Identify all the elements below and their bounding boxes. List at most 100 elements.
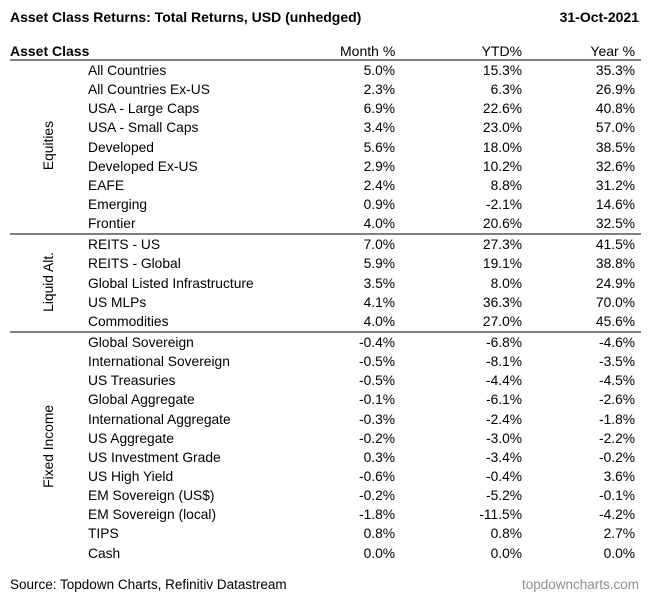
- year-value: -0.1%: [598, 488, 636, 504]
- month-value: 4.0%: [363, 216, 396, 232]
- month-value: 5.0%: [363, 63, 396, 79]
- ytd-value: -2.1%: [485, 197, 523, 213]
- table-row: All Countries Ex-US 2.3% 6.3% 26.9%: [10, 80, 641, 99]
- month-value: -0.2%: [358, 488, 396, 504]
- table-row: EAFE 2.4% 8.8% 31.2%: [10, 176, 641, 195]
- year-value: -2.6%: [598, 392, 636, 408]
- table-row: Equities All Countries 5.0% 15.3% 35.3%: [10, 60, 641, 170]
- ytd-value: 20.6%: [482, 216, 523, 232]
- month-value: 5.9%: [363, 256, 396, 272]
- asset-name: US High Yield: [88, 469, 174, 485]
- column-header-month: Month %: [340, 38, 402, 61]
- ytd-value: 0.0%: [490, 545, 523, 561]
- month-value: 4.1%: [363, 294, 396, 310]
- title-bar: Asset Class Returns: Total Returns, USD …: [10, 6, 653, 25]
- year-value: 38.5%: [595, 139, 636, 155]
- ytd-value: -4.4%: [485, 373, 523, 389]
- month-value: 2.9%: [363, 158, 396, 174]
- month-value: 7.0%: [340, 233, 402, 255]
- ytd-value: -5.2%: [485, 488, 523, 504]
- asset-name: Global Listed Infrastructure: [88, 275, 254, 291]
- month-value: 5.6%: [363, 139, 396, 155]
- year-value: 38.8%: [595, 256, 636, 272]
- asset-name: Cash: [88, 545, 121, 561]
- month-value: 3.4%: [363, 120, 396, 136]
- page-title: Asset Class Returns: Total Returns, USD …: [10, 9, 362, 25]
- asset-name: US Aggregate: [88, 430, 174, 446]
- source-text: Source: Topdown Charts, Refinitiv Datast…: [10, 576, 287, 592]
- year-value: -4.6%: [528, 330, 642, 353]
- table-row: US Aggregate -0.2% -3.0% -2.2%: [10, 429, 641, 448]
- year-value: 41.5%: [528, 233, 642, 255]
- ytd-value: -11.5%: [479, 507, 523, 523]
- table-row: TIPS 0.8% 0.8% 2.7%: [10, 524, 641, 543]
- year-value: -2.2%: [598, 430, 636, 446]
- table-row: Global Listed Infrastructure 3.5% 8.0% 2…: [10, 274, 641, 293]
- month-value: 2.4%: [363, 177, 396, 193]
- month-value: 0.3%: [363, 449, 396, 465]
- month-value: 2.3%: [363, 82, 396, 98]
- ytd-value: -0.4%: [485, 469, 523, 485]
- table-row: EM Sovereign (US$) -0.2% -5.2% -0.1%: [10, 486, 641, 505]
- asset-name: REITS - Global: [88, 256, 181, 272]
- ytd-value: -3.0%: [485, 430, 523, 446]
- year-value: 14.6%: [595, 197, 636, 213]
- year-value: 57.0%: [595, 120, 636, 136]
- month-value: -0.3%: [358, 411, 396, 427]
- returns-table: Asset Class Month % YTD% Year % Equities…: [10, 38, 642, 563]
- month-value: -0.6%: [358, 469, 396, 485]
- ytd-value: 22.6%: [482, 101, 523, 117]
- month-value: 6.9%: [363, 101, 396, 117]
- ytd-value: 27.0%: [482, 313, 523, 329]
- ytd-value: 8.8%: [490, 177, 523, 193]
- asset-name: International Aggregate: [88, 411, 231, 427]
- year-value: 0.0%: [603, 545, 636, 561]
- ytd-value: 10.2%: [482, 158, 523, 174]
- year-value: 32.5%: [595, 216, 636, 232]
- month-value: -0.2%: [358, 430, 396, 446]
- table-row: Developed 5.6% 18.0% 38.5%: [10, 138, 641, 157]
- month-value: 4.0%: [363, 313, 396, 329]
- year-value: -0.2%: [598, 449, 636, 465]
- ytd-value: 15.3%: [482, 63, 523, 79]
- year-value: 31.2%: [595, 177, 636, 193]
- footer: Source: Topdown Charts, Refinitiv Datast…: [10, 577, 653, 592]
- year-value: 26.9%: [595, 82, 636, 98]
- year-value: 35.3%: [595, 63, 636, 79]
- asset-name: US MLPs: [88, 294, 147, 310]
- table-row: International Aggregate -0.3% -2.4% -1.8…: [10, 410, 641, 429]
- table-row: USA - Large Caps 6.9% 22.6% 40.8%: [10, 99, 641, 118]
- ytd-value: -6.8%: [401, 330, 529, 353]
- asset-name: Developed Ex-US: [88, 158, 198, 174]
- year-value: 3.6%: [603, 469, 636, 485]
- asset-name: US Investment Grade: [88, 449, 221, 465]
- website-text: topdowncharts.com: [521, 576, 639, 592]
- table-row: Emerging 0.9% -2.1% 14.6%: [10, 195, 641, 214]
- group-cell-equities: Equities: [10, 60, 88, 234]
- header-row: Asset Class Month % YTD% Year %: [10, 38, 642, 61]
- table-row: Developed Ex-US 2.9% 10.2% 32.6%: [10, 157, 641, 176]
- year-value: 45.6%: [595, 313, 636, 329]
- group-cell-fixed-income: Fixed Income: [10, 330, 88, 563]
- group-label-equities: Equities: [41, 121, 57, 171]
- asset-name: TIPS: [88, 526, 119, 542]
- table-row: Commodities 4.0% 27.0% 45.6%: [10, 312, 641, 332]
- year-value: 2.7%: [603, 526, 636, 542]
- asset-name: Emerging: [88, 197, 148, 213]
- asset-name: All Countries Ex-US: [88, 82, 210, 98]
- asset-name: EAFE: [88, 177, 125, 193]
- table-body: Equities All Countries 5.0% 15.3% 35.3% …: [10, 60, 642, 563]
- table-row: Cash 0.0% 0.0% 0.0%: [10, 544, 641, 563]
- ytd-value: 18.0%: [482, 139, 523, 155]
- month-value: -1.8%: [358, 507, 396, 523]
- month-value: 0.0%: [363, 545, 396, 561]
- table-row: International Sovereign -0.5% -8.1% -3.5…: [10, 352, 641, 371]
- month-value: 3.5%: [363, 275, 396, 291]
- table-row: USA - Small Caps 3.4% 23.0% 57.0%: [10, 118, 641, 137]
- asset-name: International Sovereign: [88, 354, 230, 370]
- year-value: -4.2%: [598, 507, 636, 523]
- asset-name: USA - Small Caps: [88, 120, 199, 136]
- as-of-date: 31-Oct-2021: [559, 9, 639, 25]
- asset-name: REITS - US: [88, 233, 341, 255]
